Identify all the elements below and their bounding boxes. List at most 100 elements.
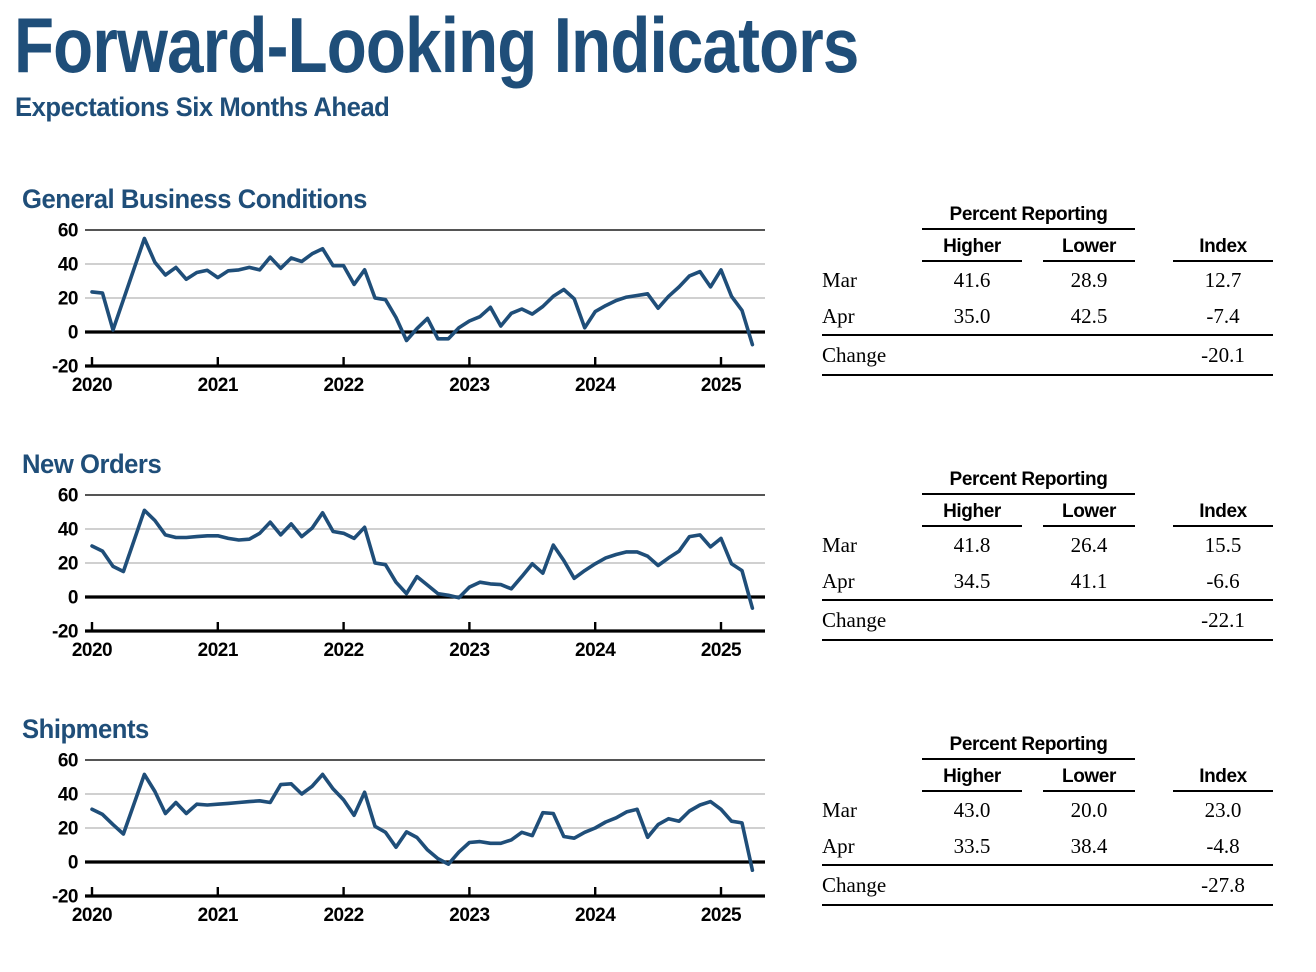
x-tick-label: 2023 [449, 905, 489, 926]
line-chart-new-orders: 60 40 20 0 -20 2020 2021 2022 2023 2024 2025 [20, 486, 780, 665]
x-tick-label: 2021 [198, 905, 239, 926]
section-title-new-orders: New Orders [22, 449, 162, 479]
table-row: Percent Reporting [822, 200, 1273, 230]
value-index: -4.8 [1206, 833, 1240, 858]
column-header-lower: Lower [1043, 495, 1135, 527]
section-title-shipments: Shipments [22, 714, 149, 744]
row-label: Apr [822, 568, 855, 593]
table-row: Percent Reporting [822, 730, 1273, 760]
column-header-lower: Lower [1043, 760, 1135, 792]
page-subtitle: Expectations Six Months Ahead [15, 92, 390, 122]
y-tick-label: 40 [58, 785, 78, 806]
x-tick-label: 2024 [575, 905, 616, 926]
value-lower: 28.9 [1070, 267, 1108, 292]
table-row: Change -20.1 [822, 336, 1273, 376]
row-label: Mar [822, 267, 857, 292]
table-group-header: Percent Reporting [922, 465, 1135, 495]
y-tick-label: 0 [68, 853, 78, 874]
y-tick-label: 60 [58, 222, 78, 242]
value-lower: 20.0 [1070, 797, 1108, 822]
section-title-general-business-conditions: General Business Conditions [22, 184, 367, 214]
table-row: Change -27.8 [822, 866, 1273, 906]
value-higher: 41.6 [953, 267, 991, 292]
table-row: Mar 41.6 28.9 12.7 [822, 262, 1273, 298]
summary-table-new-orders: Percent Reporting Higher Lower Index Mar… [822, 465, 1273, 641]
y-tick-label: 40 [58, 255, 78, 276]
data-line [90, 508, 755, 610]
y-tick-label: 20 [58, 289, 78, 310]
y-tick-label: -20 [52, 887, 78, 908]
x-tick-label: 2020 [72, 905, 112, 926]
value-higher: 34.5 [953, 568, 991, 593]
row-label: Apr [822, 833, 855, 858]
y-tick-label: 60 [58, 487, 78, 507]
table-group-header: Percent Reporting [922, 200, 1135, 230]
value-lower: 38.4 [1070, 833, 1108, 858]
table-row: Apr 34.5 41.1 -6.6 [822, 563, 1273, 601]
value-higher: 33.5 [953, 833, 991, 858]
y-tick-label: -20 [52, 357, 78, 378]
table-group-header: Percent Reporting [922, 730, 1135, 760]
y-tick-label: -20 [52, 622, 78, 643]
summary-table-shipments: Percent Reporting Higher Lower Index Mar… [822, 730, 1273, 906]
row-label: Change [822, 607, 887, 632]
value-index: -6.6 [1206, 568, 1240, 593]
value-lower: 26.4 [1070, 532, 1108, 557]
y-tick-label: 0 [68, 588, 78, 609]
column-header-index: Index [1173, 760, 1273, 792]
x-tick-label: 2020 [72, 375, 112, 396]
summary-table-general-business-conditions: Percent Reporting Higher Lower Index Mar… [822, 200, 1273, 376]
y-tick-label: 20 [58, 819, 78, 840]
line-chart-general-business-conditions: 60 40 20 0 -20 2020 2021 2022 2023 2024 2025 [20, 221, 780, 400]
line-chart-shipments: 60 40 20 0 -20 2020 2021 2022 2023 2024 2025 [20, 751, 780, 930]
table-row: Higher Lower Index [822, 495, 1273, 527]
table-row: Mar 43.0 20.0 23.0 [822, 792, 1273, 828]
x-tick-label: 2024 [575, 375, 616, 396]
y-tick-label: 20 [58, 554, 78, 575]
value-lower: 41.1 [1070, 568, 1108, 593]
value-index: 23.0 [1204, 797, 1242, 822]
row-label: Change [822, 342, 887, 367]
column-header-index: Index [1173, 230, 1273, 262]
table-row: Higher Lower Index [822, 760, 1273, 792]
x-tick-label: 2025 [701, 375, 742, 396]
x-tick-label: 2025 [701, 640, 742, 661]
column-header-lower: Lower [1043, 230, 1135, 262]
column-header-index: Index [1173, 495, 1273, 527]
data-line [90, 772, 755, 872]
value-index: 15.5 [1204, 532, 1242, 557]
x-tick-label: 2024 [575, 640, 616, 661]
value-index: -27.8 [1201, 872, 1245, 897]
row-label: Mar [822, 532, 857, 557]
value-higher: 35.0 [953, 303, 991, 328]
table-row: Change -22.1 [822, 601, 1273, 641]
y-tick-label: 0 [68, 323, 78, 344]
value-lower: 42.5 [1070, 303, 1108, 328]
row-label: Mar [822, 797, 857, 822]
x-tick-label: 2020 [72, 640, 112, 661]
x-tick-label: 2021 [198, 375, 239, 396]
x-tick-label: 2023 [449, 375, 489, 396]
column-header-higher: Higher [922, 495, 1022, 527]
x-tick-label: 2022 [323, 640, 363, 661]
row-label: Apr [822, 303, 855, 328]
x-tick-label: 2022 [323, 905, 363, 926]
table-row: Apr 35.0 42.5 -7.4 [822, 298, 1273, 336]
column-header-higher: Higher [922, 230, 1022, 262]
value-higher: 41.8 [953, 532, 991, 557]
y-tick-label: 40 [58, 520, 78, 541]
table-row: Mar 41.8 26.4 15.5 [822, 527, 1273, 563]
value-index: -22.1 [1201, 607, 1245, 632]
table-row: Higher Lower Index [822, 230, 1273, 262]
x-tick-label: 2023 [449, 640, 489, 661]
column-header-higher: Higher [922, 760, 1022, 792]
y-tick-label: 60 [58, 752, 78, 772]
table-row: Apr 33.5 38.4 -4.8 [822, 828, 1273, 866]
x-tick-label: 2025 [701, 905, 742, 926]
row-label: Change [822, 872, 887, 897]
x-tick-label: 2022 [323, 375, 363, 396]
